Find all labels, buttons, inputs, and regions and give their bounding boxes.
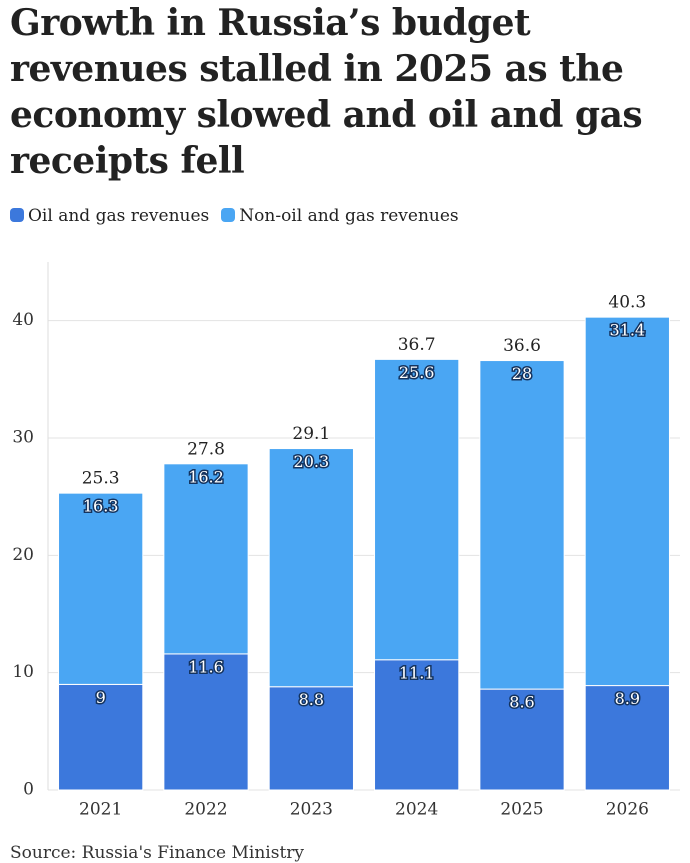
x-tick-label: 2024 bbox=[395, 800, 438, 820]
bar-segment bbox=[268, 686, 354, 791]
value-label: 31.4 bbox=[610, 321, 646, 340]
y-tick-label: 0 bbox=[23, 780, 34, 800]
chart-title: Growth in Russia’s budget revenues stall… bbox=[10, 2, 643, 182]
value-label: 16.3 bbox=[83, 497, 119, 516]
value-label: 28 bbox=[512, 364, 532, 383]
y-tick-label: 30 bbox=[12, 428, 34, 448]
bar-segment bbox=[374, 659, 460, 791]
legend-label: Non-oil and gas revenues bbox=[239, 206, 459, 226]
value-label: 8.6 bbox=[509, 693, 534, 712]
bar-segment bbox=[163, 653, 249, 791]
value-label: 9 bbox=[96, 688, 106, 707]
bar-segment bbox=[58, 492, 144, 685]
x-tick-label: 2022 bbox=[184, 800, 227, 820]
value-label: 16.2 bbox=[188, 467, 224, 486]
bar-segment bbox=[584, 685, 670, 791]
legend-label: Oil and gas revenues bbox=[28, 206, 210, 226]
legend-swatch bbox=[221, 208, 236, 222]
value-label: 8.9 bbox=[615, 689, 640, 708]
bar-segment bbox=[163, 463, 249, 655]
total-label: 40.3 bbox=[608, 293, 646, 313]
total-label: 27.8 bbox=[187, 439, 225, 459]
total-label: 25.3 bbox=[82, 469, 120, 489]
bar-segment bbox=[58, 683, 144, 791]
value-label: 11.6 bbox=[188, 657, 224, 676]
bar-segment bbox=[479, 360, 565, 690]
legend-swatch bbox=[10, 208, 24, 222]
x-tick-label: 2023 bbox=[290, 800, 333, 820]
total-label: 36.7 bbox=[398, 335, 436, 355]
x-tick-label: 2025 bbox=[500, 800, 543, 820]
source: Source: Russia's Finance Ministry bbox=[10, 843, 305, 863]
x-tick-label: 2026 bbox=[606, 800, 649, 820]
value-label: 25.6 bbox=[399, 363, 435, 382]
total-label: 29.1 bbox=[292, 424, 330, 444]
legend-item: Oil and gas revenues bbox=[10, 206, 209, 226]
bar-segment bbox=[584, 316, 670, 687]
bar-segment bbox=[374, 358, 460, 661]
legend-item: Non-oil and gas revenues bbox=[221, 206, 459, 226]
x-tick-label: 2021 bbox=[79, 800, 122, 820]
value-label: 20.3 bbox=[294, 452, 330, 471]
value-label: 11.1 bbox=[399, 663, 435, 682]
legend: Oil and gas revenues Non-oil and gas rev… bbox=[10, 206, 459, 226]
bar-segment bbox=[479, 688, 565, 791]
bar-segment bbox=[268, 448, 354, 688]
value-label: 8.8 bbox=[299, 690, 324, 709]
total-label: 36.6 bbox=[503, 336, 541, 356]
y-tick-label: 10 bbox=[12, 662, 34, 682]
y-tick-label: 40 bbox=[12, 310, 34, 330]
y-tick-label: 20 bbox=[12, 545, 34, 565]
